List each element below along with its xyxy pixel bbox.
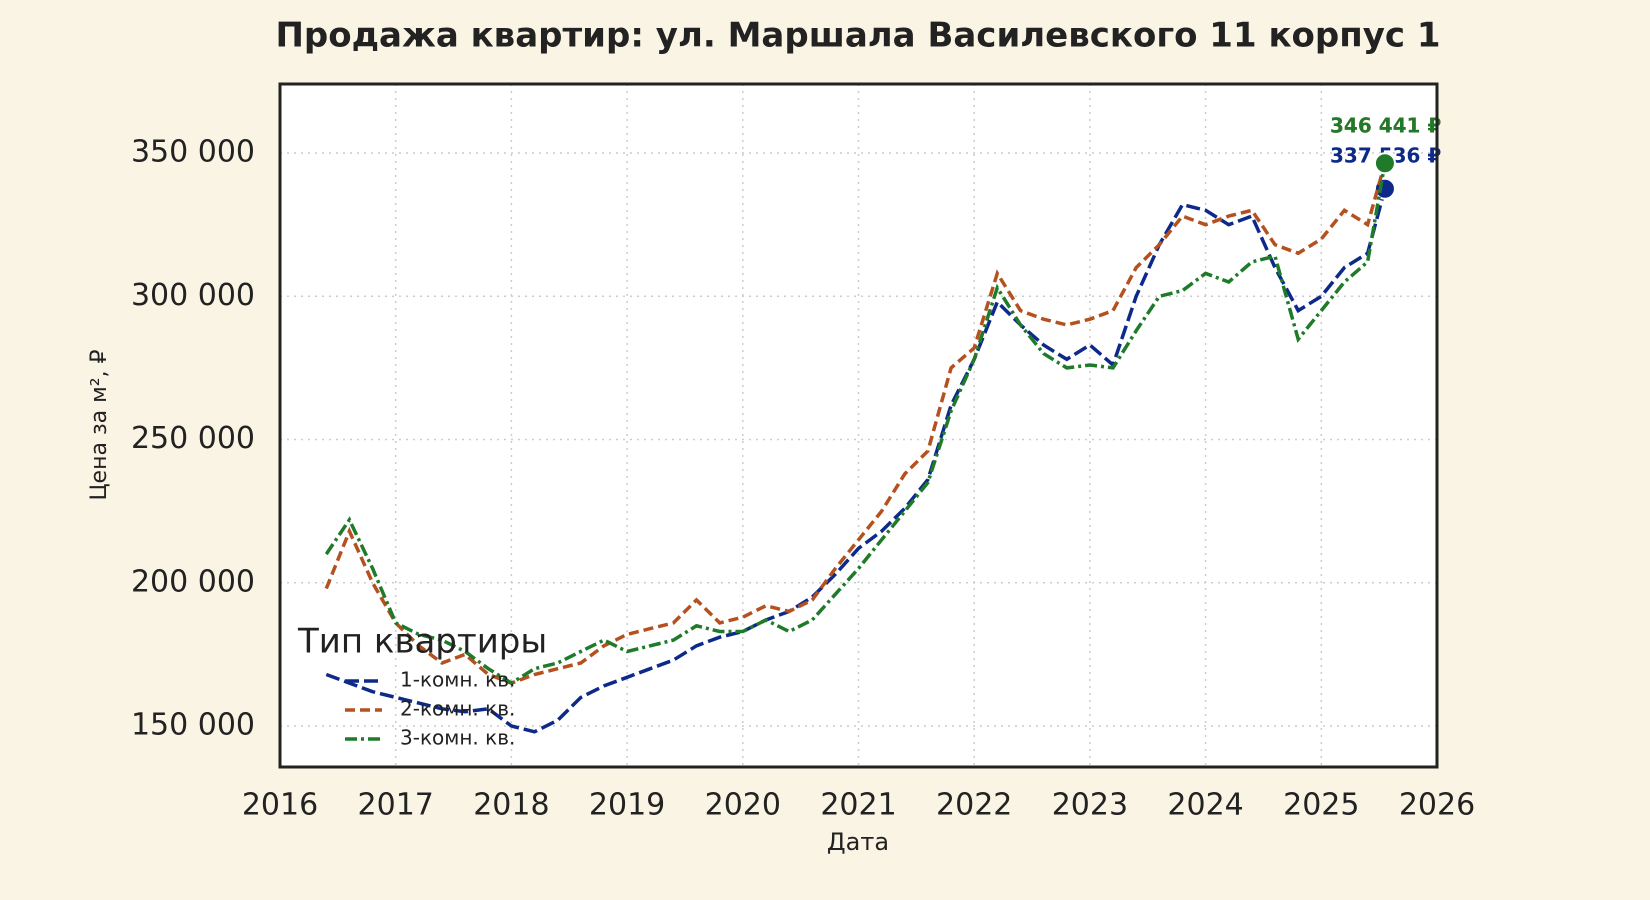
x-tick-label: 2016: [242, 788, 318, 823]
series-line: [324, 162, 1387, 686]
legend-label: 3-комн. кв.: [400, 726, 515, 750]
x-tick-label: 2017: [358, 788, 434, 823]
series-line: [325, 188, 1387, 734]
x-tick-label: 2024: [1167, 788, 1243, 823]
chart-title: Продажа квартир: ул. Маршала Василевског…: [275, 16, 1440, 56]
y-tick-label: 250 000: [131, 421, 255, 456]
x-tick-label: 2022: [936, 788, 1012, 823]
y-tick-label: 300 000: [131, 278, 255, 313]
x-tick-label: 2026: [1399, 788, 1475, 823]
legend-label: 2-комн. кв.: [400, 697, 515, 721]
y-tick-label: 150 000: [131, 708, 255, 743]
x-tick-label: 2020: [705, 788, 781, 823]
end-label: 346 441 ₽: [1330, 114, 1441, 138]
x-axis-label: Дата: [827, 828, 889, 856]
x-tick-label: 2018: [473, 788, 549, 823]
y-tick-label: 200 000: [131, 564, 255, 599]
plot-area: [280, 84, 1437, 767]
end-label: 346 441 ₽: [1330, 114, 1441, 138]
y-tick-label: 350 000: [131, 135, 255, 170]
x-tick-label: 2025: [1283, 788, 1359, 823]
x-tick-label: 2023: [1052, 788, 1128, 823]
x-tick-label: 2019: [589, 788, 665, 823]
series-line: [324, 162, 1387, 685]
plot-frame: [278, 82, 1439, 769]
x-tick-label: 2021: [820, 788, 896, 823]
legend-label: 1-комн. кв.: [400, 668, 515, 692]
legend-title: Тип квартиры: [297, 622, 547, 662]
y-axis-label: Цена за м², ₽: [87, 349, 112, 500]
end-point: [1373, 152, 1396, 175]
